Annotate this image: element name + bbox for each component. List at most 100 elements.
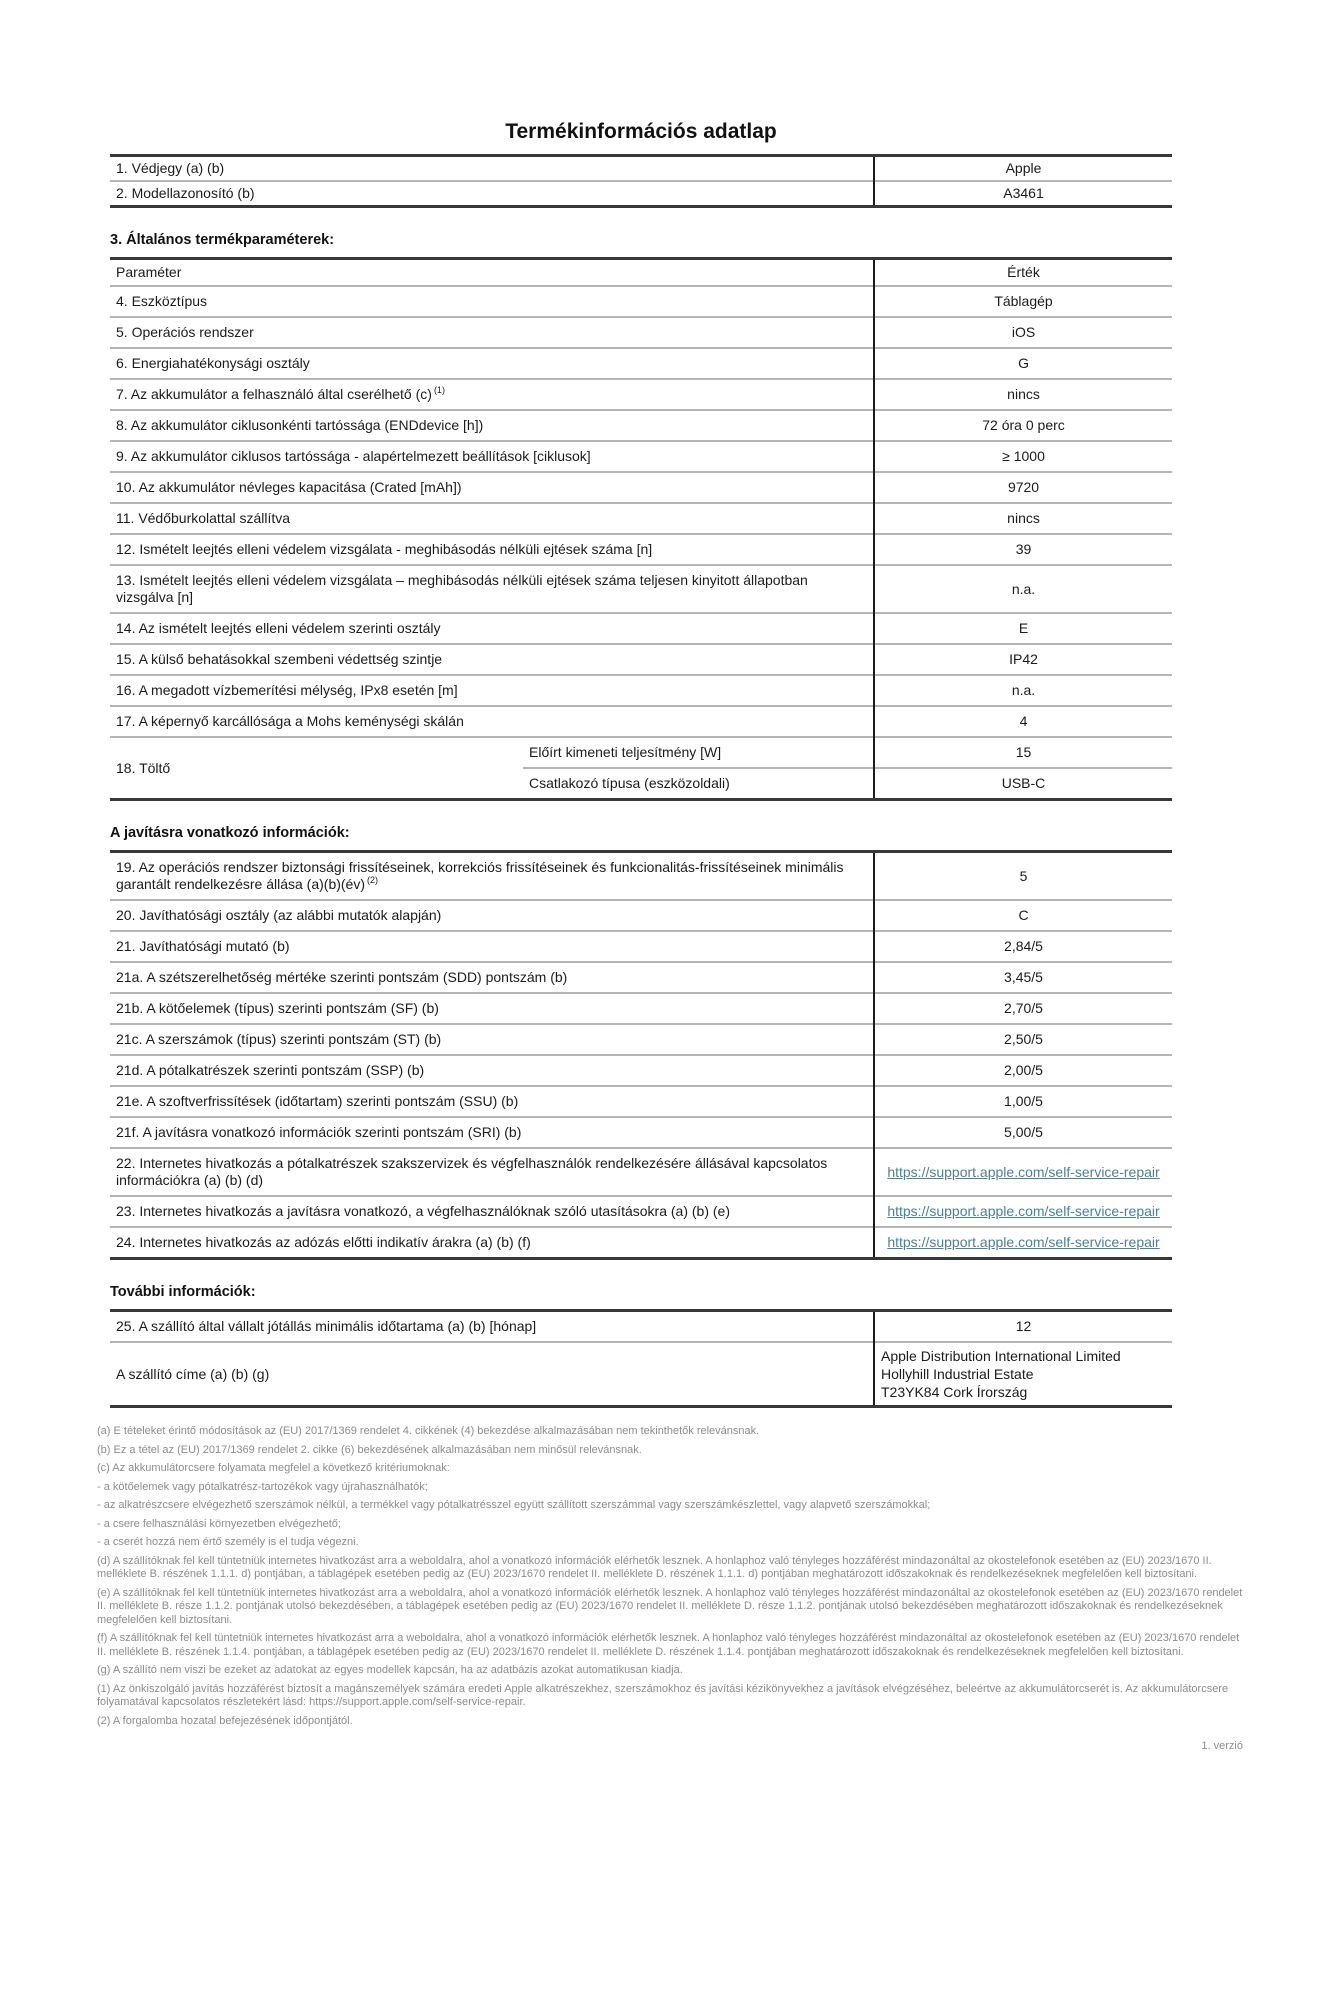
- table-row: 21e. A szoftverfrissítések (időtartam) s…: [110, 1085, 1172, 1117]
- param-value: n.a.: [873, 564, 1173, 613]
- table-row: 14. Az ismételt leejtés elleni védelem s…: [110, 612, 1173, 644]
- param-value: E: [873, 612, 1173, 644]
- table-row: 15. A külső behatásokkal szembeni védett…: [110, 643, 1173, 675]
- table-row-supplier-address: A szállító címe (a) (b) (g) Apple Distri…: [110, 1341, 1172, 1407]
- param-label: 4. Eszköztípus: [110, 285, 875, 317]
- footnote: (a) E tételeket érintő módosítások az (E…: [97, 1425, 760, 1437]
- table-row: 8. Az akkumulátor ciklusonkénti tartóssá…: [110, 409, 1173, 441]
- param-label: A szállító címe (a) (b) (g): [110, 1341, 874, 1407]
- table-row: 10. Az akkumulátor névleges kapacitása (…: [110, 471, 1173, 503]
- table-row: 21b. A kötőelemek (típus) szerinti ponts…: [110, 992, 1172, 1024]
- param-value: 72 óra 0 perc: [873, 409, 1173, 441]
- footnote: (e) A szállítóknak fel kell tüntetniük i…: [97, 1586, 1243, 1626]
- param-value: 2,84/5: [873, 930, 1172, 962]
- table-row: 23. Internetes hivatkozás a javításra vo…: [110, 1195, 1172, 1227]
- table-row-charger: Csatlakozó típusa (eszközoldali) USB-C: [110, 767, 1173, 800]
- table-row: 21d. A pótalkatrészek szerinti pontszám …: [110, 1054, 1172, 1086]
- param-value: 2,00/5: [873, 1054, 1172, 1086]
- param-label: 20. Javíthatósági osztály (az alábbi mut…: [110, 899, 874, 931]
- param-label: 21f. A javításra vonatkozó információk s…: [110, 1116, 874, 1148]
- param-value: 5,00/5: [873, 1116, 1172, 1148]
- param-value: C: [873, 899, 1172, 931]
- table-row: 2. Modellazonosító (b) A3461: [110, 180, 1172, 207]
- column-header-value: Érték: [873, 258, 1173, 286]
- param-label: 19. Az operációs rendszer biztonsági fri…: [116, 859, 844, 892]
- param-value: A3461: [873, 180, 1172, 207]
- param-label: 17. A képernyő karcállósága a Mohs kemén…: [110, 705, 875, 737]
- footnote: (1) Az önkiszolgáló javítás hozzáférést …: [97, 1682, 1229, 1709]
- footnote-ref-2: (2): [367, 875, 378, 886]
- param-label: 18. Töltő: [110, 736, 523, 800]
- param-value: 1,00/5: [873, 1085, 1172, 1117]
- param-value: 9720: [873, 471, 1173, 503]
- param-value: 3,45/5: [873, 961, 1172, 993]
- footnote: (f) A szállítóknak fel kell tüntetniük i…: [97, 1632, 1240, 1658]
- table-row: 16. A megadott vízbemerítési mélység, IP…: [110, 674, 1173, 706]
- param-label: 14. Az ismételt leejtés elleni védelem s…: [110, 612, 875, 644]
- section-heading-additional: További információk:: [110, 1284, 256, 1300]
- footnote: (g) A szállító nem viszi be ezeket az ad…: [97, 1664, 683, 1676]
- charger-sub-label: Előírt kimeneti teljesítmény [W]: [523, 736, 875, 768]
- charger-sub-value: 15: [873, 736, 1173, 768]
- param-label: 2. Modellazonosító (b): [110, 180, 874, 207]
- param-value: G: [873, 347, 1173, 379]
- version-label: 1. verzió: [1201, 1740, 1243, 1752]
- param-label: 6. Energiahatékonysági osztály: [110, 347, 875, 379]
- footnote: (d) A szállítóknak fel kell tüntetniük i…: [97, 1554, 1212, 1581]
- repair-information-table: 19. Az operációs rendszer biztonsági fri…: [110, 850, 1172, 1260]
- footnote: - a csere felhasználási környezetben elv…: [97, 1517, 341, 1530]
- footnotes-block: (a) E tételeket érintő módosítások az (E…: [97, 1425, 1243, 1754]
- column-header-parameter: Paraméter: [116, 264, 182, 280]
- param-label: 15. A külső behatásokkal szembeni védett…: [110, 643, 875, 675]
- table-row: 21. Javíthatósági mutató (b) 2,84/5: [110, 930, 1172, 962]
- table-row: 21a. A szétszerelhetőség mértéke szerint…: [110, 961, 1172, 993]
- footnote: (c) Az akkumulátorcsere folyamata megfel…: [97, 1462, 450, 1474]
- param-label: 12. Ismételt leejtés elleni védelem vizs…: [110, 533, 875, 565]
- footnote: - az alkatrészcsere elvégezhető szerszám…: [97, 1499, 931, 1511]
- additional-information-table: 25. A szállító által vállalt jótállás mi…: [110, 1309, 1172, 1408]
- table-row: 21c. A szerszámok (típus) szerinti ponts…: [110, 1023, 1172, 1055]
- table-row: 22. Internetes hivatkozás a pótalkatrész…: [110, 1147, 1172, 1196]
- section-heading-general: 3. Általános termékparaméterek:: [110, 232, 335, 248]
- param-value: 4: [873, 705, 1173, 737]
- support-link[interactable]: https://support.apple.com/self-service-r…: [887, 1234, 1160, 1250]
- param-label: 21e. A szoftverfrissítések (időtartam) s…: [110, 1085, 874, 1117]
- param-label: 21d. A pótalkatrészek szerinti pontszám …: [110, 1054, 874, 1086]
- param-label: 21. Javíthatósági mutató (b): [110, 930, 874, 962]
- param-label: 21b. A kötőelemek (típus) szerinti ponts…: [110, 992, 874, 1024]
- param-label: 22. Internetes hivatkozás a pótalkatrész…: [110, 1147, 874, 1196]
- param-label: 7. Az akkumulátor a felhasználó által cs…: [116, 386, 432, 402]
- table-row: 21f. A javításra vonatkozó információk s…: [110, 1116, 1172, 1148]
- table-row: 6. Energiahatékonysági osztály G: [110, 347, 1173, 379]
- footnote: (b) Ez a tétel az (EU) 2017/1369 rendele…: [97, 1443, 642, 1456]
- param-value: 39: [873, 533, 1173, 565]
- table-row: 12. Ismételt leejtés elleni védelem vizs…: [110, 533, 1173, 565]
- param-label: 23. Internetes hivatkozás a javításra vo…: [110, 1195, 874, 1227]
- support-link[interactable]: https://support.apple.com/self-service-r…: [887, 1163, 1160, 1180]
- param-value: ≥ 1000: [873, 440, 1173, 472]
- param-value: Apple: [873, 155, 1172, 181]
- param-value: 12: [873, 1310, 1172, 1342]
- supplier-address: Apple Distribution International Limited…: [881, 1347, 1166, 1401]
- table-row: 5. Operációs rendszer iOS: [110, 316, 1173, 348]
- param-label: 16. A megadott vízbemerítési mélység, IP…: [110, 674, 875, 706]
- param-label: 9. Az akkumulátor ciklusos tartóssága - …: [110, 440, 875, 472]
- param-label: 11. Védőburkolattal szállítva: [110, 502, 875, 534]
- param-label: 8. Az akkumulátor ciklusonkénti tartóssá…: [110, 409, 875, 441]
- param-label: 21a. A szétszerelhetőség mértéke szerint…: [110, 961, 874, 993]
- support-link[interactable]: https://support.apple.com/self-service-r…: [887, 1203, 1160, 1219]
- param-value: 5: [873, 851, 1172, 900]
- param-value: 2,70/5: [873, 992, 1172, 1024]
- charger-sub-label: Csatlakozó típusa (eszközoldali): [523, 767, 875, 800]
- table-row: 17. A képernyő karcállósága a Mohs kemén…: [110, 705, 1173, 737]
- param-label: 24. Internetes hivatkozás az adózás előt…: [110, 1226, 874, 1259]
- table-row: 19. Az operációs rendszer biztonsági fri…: [110, 851, 1172, 900]
- footnote: - a kötőelemek vagy pótalkatrész-tartozé…: [97, 1480, 428, 1493]
- table-row: 24. Internetes hivatkozás az adózás előt…: [110, 1226, 1172, 1259]
- footnote-ref-1: (1): [433, 385, 445, 396]
- param-label: 21c. A szerszámok (típus) szerinti ponts…: [110, 1023, 874, 1055]
- param-value: iOS: [873, 316, 1173, 348]
- table-row-charger: 18. Töltő Előírt kimeneti teljesítmény […: [110, 736, 1173, 800]
- param-label: 13. Ismételt leejtés elleni védelem vizs…: [110, 564, 875, 613]
- table-row: 20. Javíthatósági osztály (az alábbi mut…: [110, 899, 1172, 931]
